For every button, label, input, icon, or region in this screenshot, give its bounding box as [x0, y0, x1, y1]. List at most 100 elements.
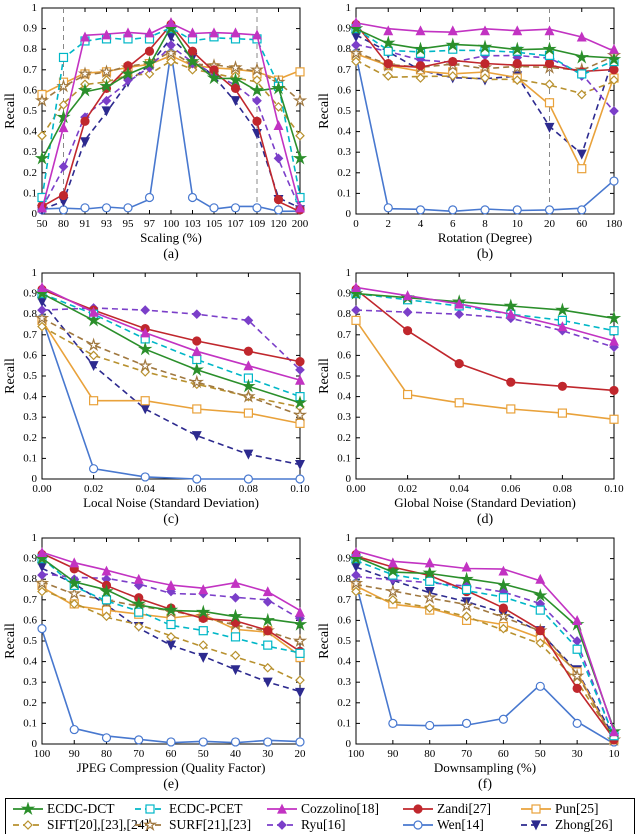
svg-text:1: 1 — [346, 267, 352, 279]
svg-text:Recall: Recall — [3, 358, 18, 394]
panel-f: 00.10.20.30.40.50.60.70.80.91Recall10090… — [317, 532, 620, 792]
svg-text:93: 93 — [101, 218, 113, 230]
legend-label: SURF[21],[23] — [169, 817, 251, 833]
svg-text:0.7: 0.7 — [23, 64, 37, 76]
svg-text:0.5: 0.5 — [23, 370, 37, 382]
legend-label: Cozzolino[18] — [301, 801, 379, 817]
svg-text:0.8: 0.8 — [23, 573, 37, 585]
svg-text:0.6: 0.6 — [337, 614, 351, 626]
panel-d: 00.10.20.30.40.50.60.70.80.91Recall0.000… — [317, 267, 624, 527]
svg-text:97: 97 — [144, 218, 156, 230]
svg-text:80: 80 — [424, 748, 436, 760]
svg-text:0.7: 0.7 — [23, 329, 37, 341]
svg-text:0.06: 0.06 — [501, 483, 521, 495]
panel-e: 00.10.20.30.40.50.60.70.80.91Recall10090… — [3, 532, 306, 792]
svg-text:0.1: 0.1 — [337, 452, 351, 464]
svg-text:0.2: 0.2 — [337, 697, 351, 709]
svg-text:0.1: 0.1 — [337, 187, 351, 199]
svg-text:0.8: 0.8 — [337, 308, 351, 320]
svg-text:0.10: 0.10 — [604, 483, 624, 495]
svg-text:0.3: 0.3 — [23, 411, 37, 423]
svg-text:100: 100 — [34, 748, 51, 760]
svg-text:Recall: Recall — [3, 93, 18, 129]
svg-text:0.00: 0.00 — [32, 483, 52, 495]
svg-text:0.02: 0.02 — [84, 483, 103, 495]
svg-text:0.4: 0.4 — [23, 391, 37, 403]
svg-text:0.5: 0.5 — [23, 105, 37, 117]
svg-text:0.5: 0.5 — [337, 635, 351, 647]
svg-text:(f): (f) — [478, 777, 492, 792]
svg-text:0.2: 0.2 — [23, 167, 37, 179]
svg-text:0.8: 0.8 — [23, 43, 37, 55]
legend-label: ECDC-DCT — [47, 801, 115, 817]
svg-text:Recall: Recall — [317, 93, 332, 129]
svg-text:(e): (e) — [163, 777, 179, 792]
svg-text:2: 2 — [386, 218, 392, 230]
svg-text:1: 1 — [346, 532, 352, 544]
svg-text:60: 60 — [166, 748, 178, 760]
svg-text:0.7: 0.7 — [337, 64, 351, 76]
svg-text:100: 100 — [163, 218, 180, 230]
svg-text:0: 0 — [353, 218, 359, 230]
svg-text:200: 200 — [292, 218, 309, 230]
svg-text:107: 107 — [227, 218, 244, 230]
svg-text:0.9: 0.9 — [337, 553, 351, 565]
svg-text:0.6: 0.6 — [337, 84, 351, 96]
svg-text:0.6: 0.6 — [23, 349, 37, 361]
svg-text:JPEG Compression (Quality Fact: JPEG Compression (Quality Factor) — [77, 760, 266, 775]
svg-text:0.3: 0.3 — [337, 146, 351, 158]
svg-text:1: 1 — [346, 2, 352, 14]
svg-text:1: 1 — [32, 267, 38, 279]
svg-text:Recall: Recall — [3, 623, 18, 659]
svg-text:70: 70 — [133, 748, 145, 760]
legend-label: Zandi[27] — [437, 801, 491, 817]
svg-text:(b): (b) — [477, 247, 494, 262]
svg-text:(a): (a) — [163, 247, 179, 262]
legend-item-pun: Pun[25] — [520, 801, 620, 817]
svg-text:95: 95 — [123, 218, 135, 230]
svg-text:0.3: 0.3 — [337, 676, 351, 688]
svg-text:0.6: 0.6 — [23, 614, 37, 626]
svg-text:80: 80 — [101, 748, 113, 760]
legend-label: ECDC-PCET — [169, 801, 243, 817]
svg-text:90: 90 — [69, 748, 81, 760]
svg-text:1: 1 — [32, 532, 38, 544]
svg-text:0.9: 0.9 — [337, 288, 351, 300]
legend-item-cozzolino: Cozzolino[18] — [266, 801, 402, 817]
svg-text:0.4: 0.4 — [337, 126, 351, 138]
svg-text:109: 109 — [249, 218, 266, 230]
svg-text:Recall: Recall — [317, 358, 332, 394]
svg-text:0.4: 0.4 — [23, 126, 37, 138]
svg-text:0.6: 0.6 — [23, 84, 37, 96]
legend-label: Pun[25] — [555, 801, 599, 817]
svg-text:40: 40 — [230, 748, 242, 760]
svg-text:0.06: 0.06 — [187, 483, 207, 495]
svg-text:0.7: 0.7 — [337, 594, 351, 606]
svg-text:30: 30 — [262, 748, 274, 760]
svg-text:0.6: 0.6 — [337, 349, 351, 361]
svg-text:0.3: 0.3 — [23, 676, 37, 688]
svg-text:0.2: 0.2 — [337, 167, 351, 179]
svg-text:10: 10 — [512, 218, 524, 230]
svg-text:50: 50 — [198, 748, 210, 760]
svg-text:0.08: 0.08 — [553, 483, 573, 495]
svg-text:Local Noise (Standard Deviatio: Local Noise (Standard Deviation) — [83, 495, 259, 510]
svg-text:0.3: 0.3 — [337, 411, 351, 423]
svg-text:0.1: 0.1 — [337, 717, 351, 729]
svg-text:(c): (c) — [163, 512, 179, 527]
svg-text:0.2: 0.2 — [23, 697, 37, 709]
legend-item-zhong: Zhong[26] — [520, 817, 620, 833]
svg-text:180: 180 — [606, 218, 623, 230]
svg-text:Downsampling (%): Downsampling (%) — [434, 760, 536, 775]
svg-text:0.4: 0.4 — [337, 391, 351, 403]
svg-text:30: 30 — [572, 748, 584, 760]
legend-label: Wen[14] — [437, 817, 484, 833]
svg-text:0.1: 0.1 — [23, 187, 37, 199]
svg-text:0.4: 0.4 — [23, 656, 37, 668]
svg-text:0.8: 0.8 — [23, 308, 37, 320]
svg-text:Rotation (Degree): Rotation (Degree) — [438, 230, 532, 245]
legend-item-zandi: Zandi[27] — [402, 801, 520, 817]
svg-text:(d): (d) — [477, 512, 494, 527]
svg-text:90: 90 — [387, 748, 399, 760]
svg-text:0.5: 0.5 — [337, 105, 351, 117]
